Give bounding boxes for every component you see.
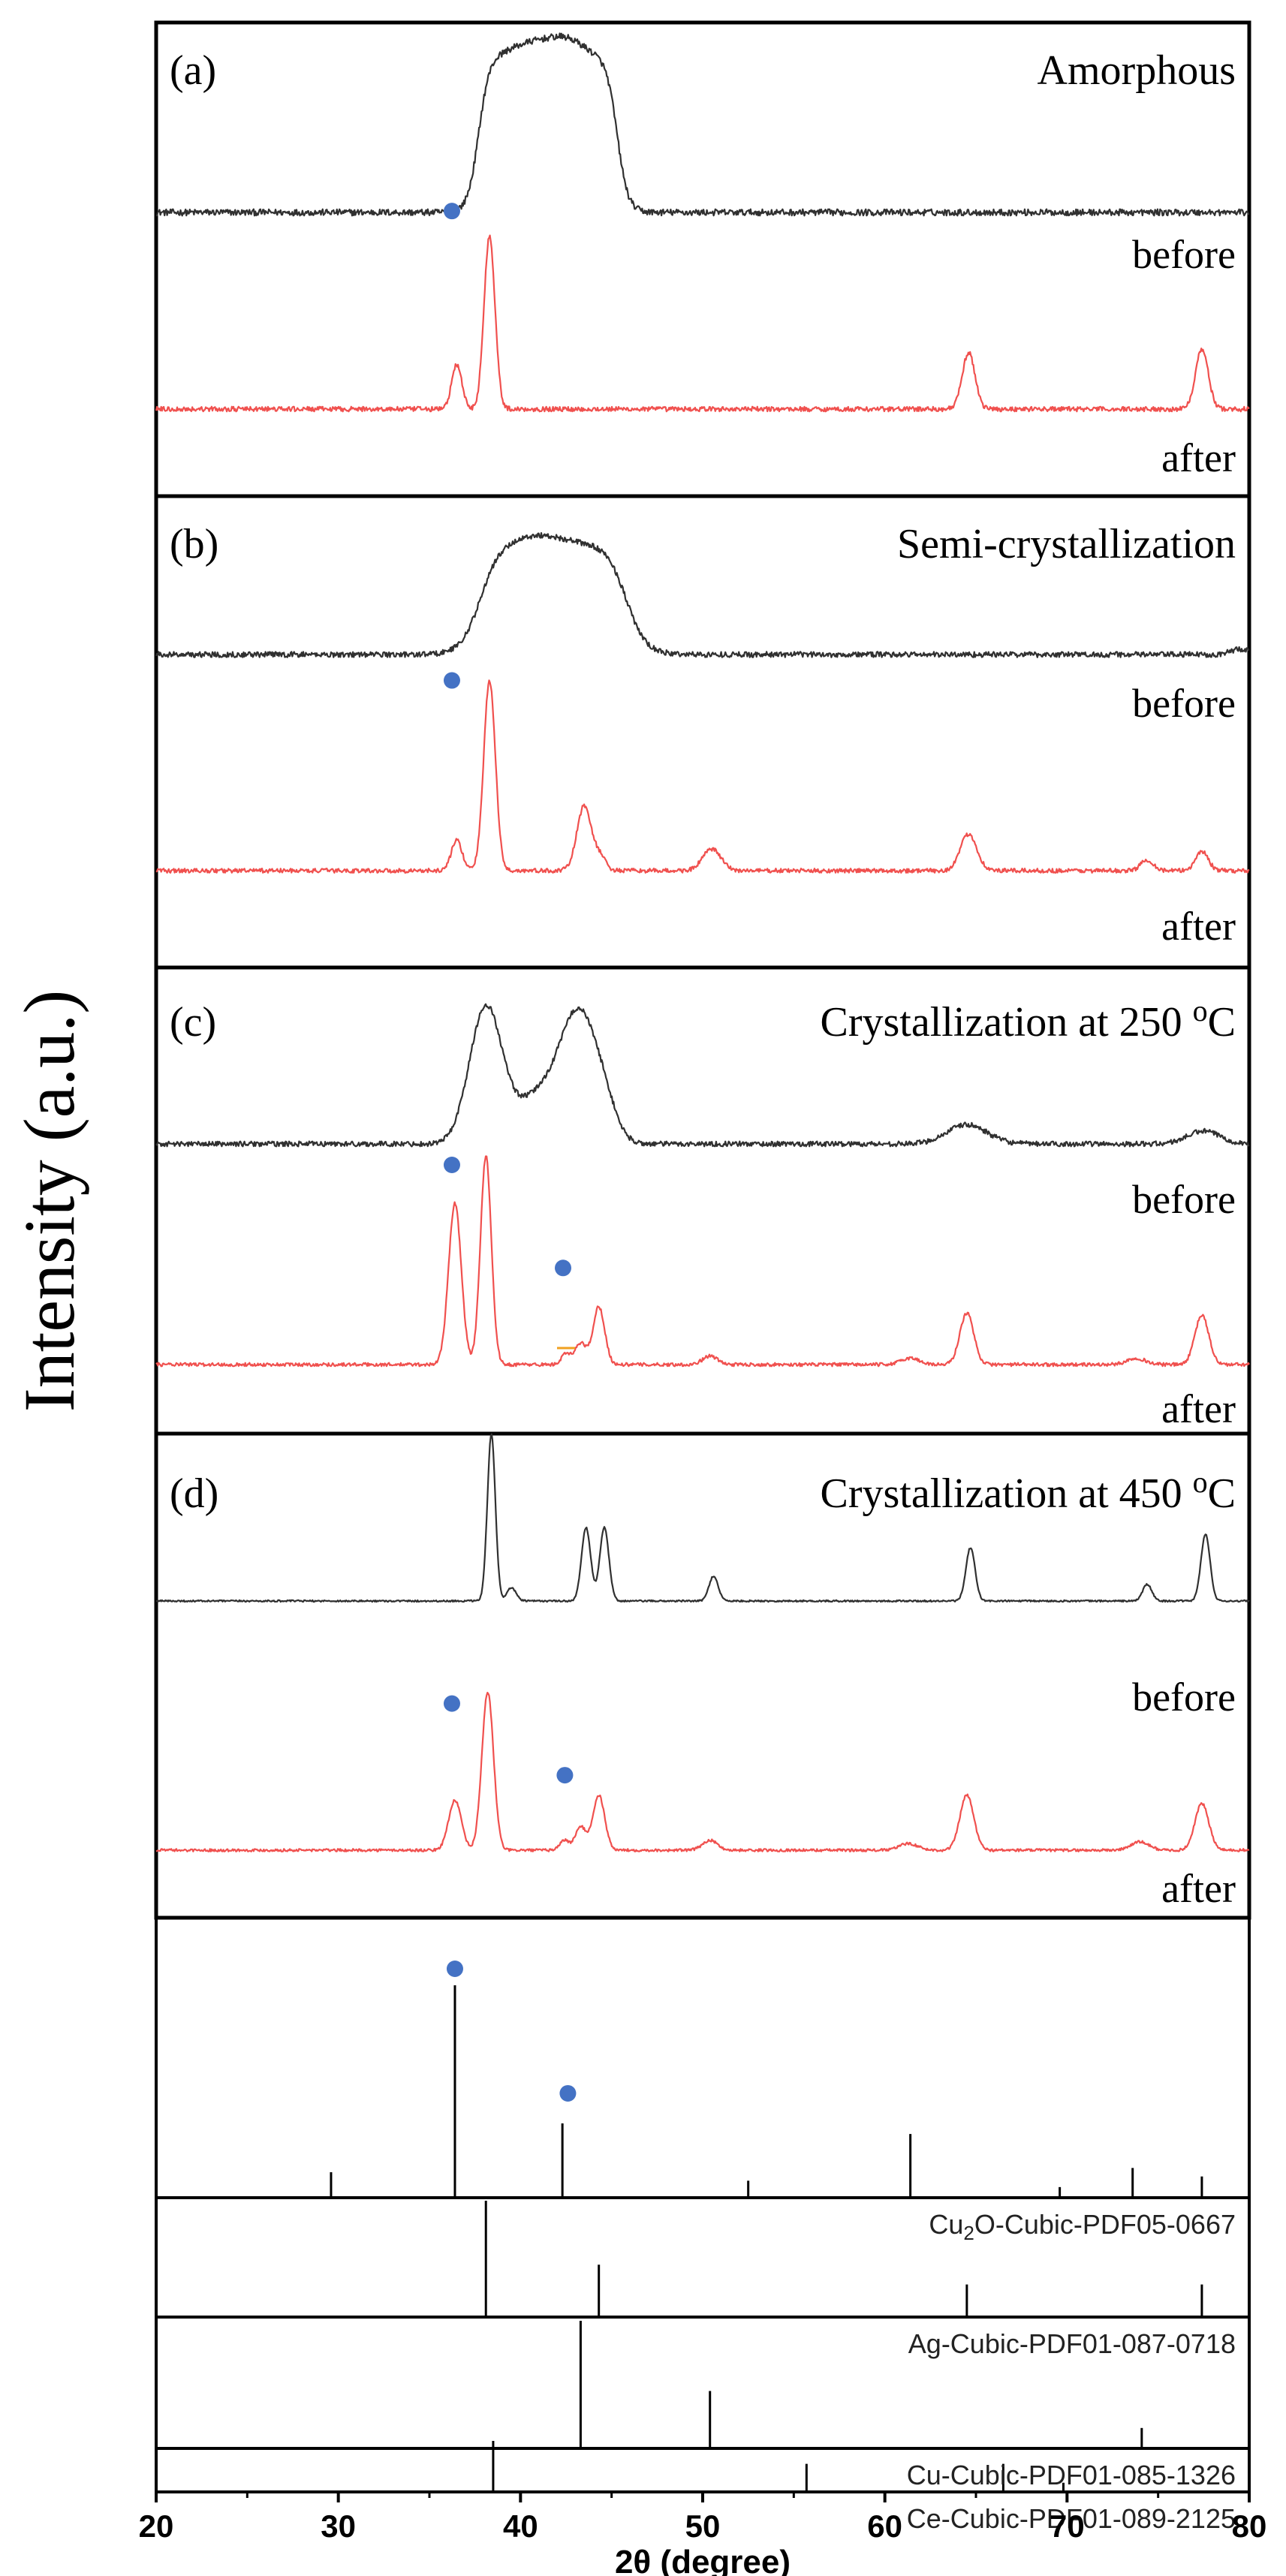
reference-row-frame [155, 1916, 1251, 2199]
x-tick-label: 60 [867, 2508, 902, 2544]
panel-a: (a) Amorphous before after [154, 20, 1251, 498]
panel-b-before-label: before [1132, 681, 1236, 726]
panel-a-title: Amorphous [1038, 47, 1236, 94]
x-tick-label: 50 [685, 2508, 721, 2544]
panel-d-title: Crystallization at 450 oC [821, 1465, 1236, 1517]
panel-c-tag: (c) [170, 999, 216, 1046]
x-tick-label: 80 [1232, 2508, 1267, 2544]
panel-d-title-unit: oC [1193, 1465, 1236, 1517]
y-axis-label: Intensity (a.u.) [9, 990, 89, 1413]
panel-d-unit-celsius: C [1208, 1470, 1236, 1517]
x-axis-label: 2θ (degree) [615, 2544, 791, 2576]
panel-d-phase-marker [443, 1695, 460, 1712]
panel-c-before-trace [155, 1003, 1250, 1148]
reference-phase-marker [446, 1961, 463, 1977]
panel-b-after-label: after [1161, 904, 1236, 949]
x-tick-label: 20 [139, 2508, 174, 2544]
panel-a-after-label: after [1161, 435, 1236, 480]
panel-b-after-trace [155, 679, 1250, 874]
panel-a-before-label: before [1132, 232, 1236, 277]
x-tick-label: 40 [503, 2508, 538, 2544]
reference-row-1 [155, 1916, 1251, 2199]
reference-phase-marker [559, 2084, 577, 2102]
panel-a-after-trace [155, 234, 1250, 413]
panel-c: (c) Crystallization at 250 oC before after [154, 965, 1251, 1436]
x-tick-label: 70 [1050, 2508, 1085, 2544]
panel-d-unit-degree: o [1193, 1465, 1208, 1499]
panel-d-before-trace [155, 1433, 1250, 1603]
panel-d-after-label: after [1161, 1866, 1236, 1911]
panel-c-unit-degree: o [1193, 994, 1208, 1028]
panel-b-before-trace [155, 532, 1250, 658]
chart-layer: (a) Amorphous before after (b) Semi-crystalli… [9, 20, 1267, 2576]
panel-d-phase-marker [556, 1767, 574, 1784]
panel-d-after-trace [155, 1692, 1250, 1852]
x-tick-label: 30 [321, 2508, 356, 2544]
reference-label-1: Cu2O-Cubic-PDF05-0667 [929, 2209, 1236, 2244]
panel-c-unit-celsius: C [1208, 999, 1236, 1046]
panel-d: (d) Crystallization at 450 oC before after [154, 1431, 1251, 1920]
panel-d-before-label: before [1132, 1675, 1236, 1720]
panel-c-phase-marker [443, 1157, 460, 1174]
panel-b-phase-marker [443, 672, 460, 689]
reference-label-part: Cu [929, 2209, 963, 2240]
panel-b-tag: (b) [170, 521, 218, 567]
panel-a-tag: (a) [170, 47, 216, 94]
panel-c-phase-marker [555, 1259, 571, 1277]
reference-label-subscript: 2 [963, 2222, 974, 2244]
panel-a-phase-marker [443, 203, 460, 220]
panel-d-tag: (d) [170, 1470, 218, 1517]
panel-a-before-trace [155, 32, 1250, 217]
x-axis: 20 30 40 50 60 70 80 2θ (degree) [139, 2492, 1267, 2576]
panel-c-title: Crystallization at 250 oC [821, 994, 1236, 1046]
reference-label-part: O-Cubic-PDF05-0667 [974, 2209, 1236, 2240]
reference-label-3: Cu-Cubic-PDF01-085-1326 [907, 2460, 1236, 2490]
panel-c-after-trace [155, 1155, 1250, 1368]
panel-c-title-unit: oC [1193, 994, 1236, 1046]
panel-c-after-label: after [1161, 1386, 1236, 1431]
reference-label-4: Ce-Cubic-PDF01-089-2125 [907, 2503, 1236, 2534]
panel-b-title: Semi-crystallization [897, 521, 1236, 567]
panel-b: (b) Semi-crystallization before after [154, 494, 1251, 970]
panel-c-before-label: before [1132, 1177, 1236, 1222]
reference-label-2: Ag-Cubic-PDF01-087-0718 [908, 2328, 1236, 2359]
